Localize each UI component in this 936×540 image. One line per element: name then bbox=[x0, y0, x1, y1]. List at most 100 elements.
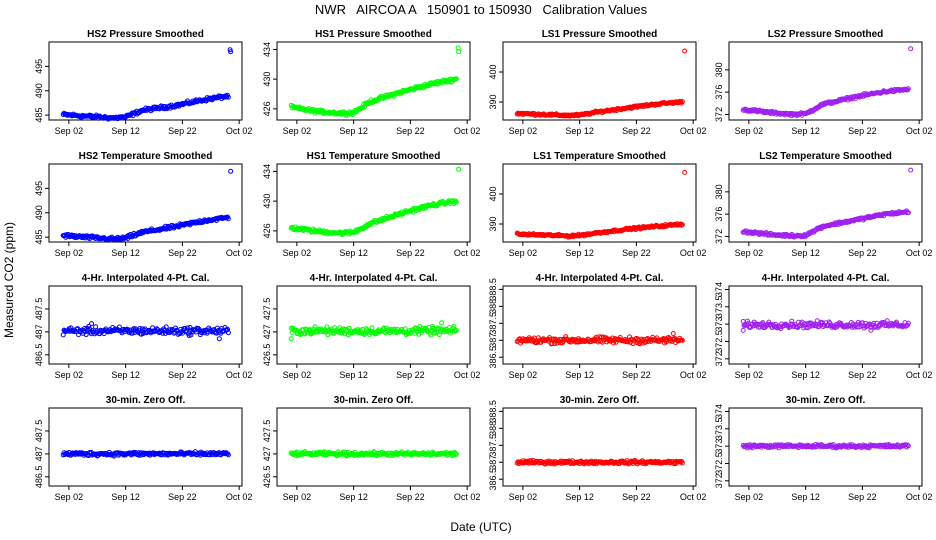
plot-frame bbox=[502, 163, 697, 243]
x-tick-label: Sep 02 bbox=[509, 492, 538, 502]
data-point bbox=[827, 320, 833, 326]
x-tick-label: Sep 22 bbox=[396, 370, 425, 380]
x-tick-label: Sep 02 bbox=[283, 370, 312, 380]
panel-hs1-r0: HS1 Pressure Smoothed Sep 02 Sep 12 Sep 22 O… bbox=[262, 29, 480, 136]
plot-frame bbox=[276, 41, 471, 121]
plot-frame bbox=[728, 163, 923, 243]
x-tick-label: Oct 02 bbox=[906, 370, 933, 380]
y-tick-label: 373.5 bbox=[714, 418, 724, 441]
y-tick-label: 372 bbox=[714, 107, 724, 122]
data-point bbox=[789, 318, 795, 324]
outlier-point bbox=[456, 49, 462, 55]
panel-title: LS2 Pressure Smoothed bbox=[768, 29, 884, 40]
y-tick-label: 485 bbox=[34, 230, 44, 245]
panel-title: HS1 Temperature Smoothed bbox=[307, 151, 441, 162]
x-tick-label: Sep 02 bbox=[55, 248, 84, 258]
x-tick-label: Sep 02 bbox=[735, 126, 764, 136]
x-tick-label: Oct 02 bbox=[454, 126, 481, 136]
outlier-point bbox=[456, 166, 462, 172]
data-point bbox=[93, 324, 99, 330]
series-points bbox=[740, 46, 914, 119]
data-point bbox=[744, 318, 750, 324]
x-tick-label: Sep 02 bbox=[735, 370, 764, 380]
outlier-point bbox=[228, 168, 234, 174]
data-point bbox=[99, 328, 105, 334]
y-tick-label: 372 bbox=[714, 473, 724, 488]
panel-hs1-r1: HS1 Temperature Smoothed Sep 02 Sep 12 Sep … bbox=[262, 151, 480, 258]
y-tick-label: 434 bbox=[262, 164, 272, 179]
y-tick-label: 490 bbox=[34, 83, 44, 98]
panel-hs2-r3: 30-min. Zero Off. Sep 02 Sep 12 Sep 22 Oct 0… bbox=[34, 395, 252, 502]
x-tick-label: Sep 12 bbox=[111, 370, 140, 380]
x-tick-label: Sep 02 bbox=[509, 126, 538, 136]
data-point bbox=[225, 216, 231, 222]
x-tick-label: Oct 02 bbox=[226, 248, 253, 258]
plot-frame bbox=[48, 163, 243, 243]
plot-frame bbox=[276, 407, 471, 487]
y-tick-label: 387.5 bbox=[488, 434, 498, 457]
x-tick-label: Sep 22 bbox=[848, 126, 877, 136]
data-point bbox=[679, 460, 685, 466]
data-point bbox=[129, 110, 135, 116]
x-tick-label: Sep 12 bbox=[565, 370, 594, 380]
data-point bbox=[225, 94, 231, 100]
plot-frame bbox=[728, 41, 923, 121]
x-tick-label: Sep 02 bbox=[55, 126, 84, 136]
y-tick-label: 427 bbox=[262, 446, 272, 461]
panel-title: 30-min. Zero Off. bbox=[560, 395, 640, 406]
x-tick-label: Sep 22 bbox=[848, 370, 877, 380]
x-tick-label: Sep 12 bbox=[565, 492, 594, 502]
y-tick-label: 380 bbox=[714, 184, 724, 199]
y-tick-label: 376 bbox=[714, 207, 724, 222]
data-point bbox=[744, 442, 750, 448]
panels-grid: HS2 Pressure Smoothed Sep 02 Sep 12 Sep 22 O… bbox=[34, 29, 932, 502]
outlier-point bbox=[439, 320, 445, 326]
series-points bbox=[60, 47, 234, 122]
x-tick-label: Oct 02 bbox=[680, 492, 707, 502]
x-tick-label: Sep 22 bbox=[396, 248, 425, 258]
x-tick-label: Sep 12 bbox=[339, 492, 368, 502]
x-tick-label: Sep 12 bbox=[339, 370, 368, 380]
data-point bbox=[380, 451, 386, 457]
y-tick-label: 430 bbox=[262, 194, 272, 209]
data-point bbox=[436, 332, 442, 338]
panel-title: LS1 Pressure Smoothed bbox=[542, 29, 658, 40]
panel-title: 30-min. Zero Off. bbox=[106, 395, 186, 406]
y-tick-label: 386.5 bbox=[488, 468, 498, 491]
series-points bbox=[740, 318, 911, 333]
x-tick-label: Oct 02 bbox=[454, 370, 481, 380]
y-tick-label: 387 bbox=[488, 455, 498, 470]
x-tick-label: Sep 02 bbox=[55, 492, 84, 502]
y-tick-label: 434 bbox=[262, 42, 272, 57]
y-tick-label: 372.5 bbox=[714, 452, 724, 475]
x-tick-label: Sep 22 bbox=[396, 492, 425, 502]
panel-hs1-r3: 30-min. Zero Off. Sep 02 Sep 12 Sep 22 Oct 0… bbox=[262, 395, 480, 502]
x-tick-label: Sep 12 bbox=[565, 248, 594, 258]
series-points bbox=[514, 457, 685, 467]
y-tick-label: 486.5 bbox=[34, 466, 44, 489]
series-points bbox=[740, 441, 911, 451]
x-tick-label: Oct 02 bbox=[680, 126, 707, 136]
data-point bbox=[185, 100, 191, 106]
series-points bbox=[288, 45, 462, 118]
y-tick-label: 387.5 bbox=[488, 312, 498, 335]
panel-ls2-r1: LS2 Temperature Smoothed Sep 02 Sep 12 Sep … bbox=[714, 151, 932, 258]
panel-title: 4-Hr. Interpolated 4-Pt. Cal. bbox=[762, 273, 890, 284]
data-point bbox=[679, 222, 685, 228]
figure-title: NWR AIRCOA A 150901 to 150930 Calibratio… bbox=[315, 2, 648, 17]
y-tick-label: 426.5 bbox=[262, 466, 272, 489]
panel-title: HS2 Pressure Smoothed bbox=[87, 29, 204, 40]
x-tick-label: Oct 02 bbox=[906, 248, 933, 258]
y-tick-label: 374 bbox=[714, 404, 724, 419]
panel-ls2-r0: LS2 Pressure Smoothed Sep 02 Sep 12 Sep 22 O… bbox=[714, 29, 932, 136]
panel-title: LS2 Temperature Smoothed bbox=[759, 151, 892, 162]
panel-ls2-r2: 4-Hr. Interpolated 4-Pt. Cal. Sep 02 Sep 1… bbox=[714, 273, 932, 380]
panel-ls1-r2: 4-Hr. Interpolated 4-Pt. Cal. Sep 02 Sep 1… bbox=[488, 273, 706, 380]
data-point bbox=[549, 341, 555, 347]
series-points bbox=[288, 320, 459, 342]
outlier-point bbox=[228, 49, 234, 55]
data-point bbox=[905, 442, 911, 448]
x-tick-label: Oct 02 bbox=[226, 492, 253, 502]
data-point bbox=[905, 443, 911, 449]
